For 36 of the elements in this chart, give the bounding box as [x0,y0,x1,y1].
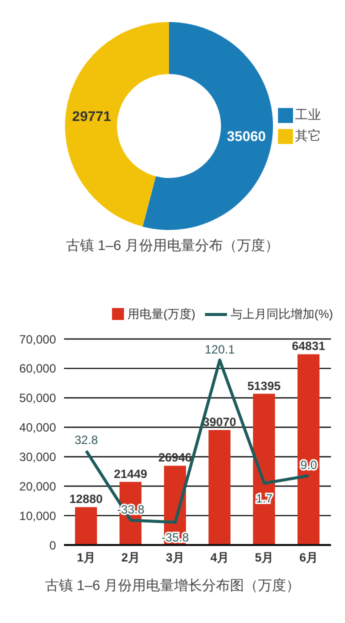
data-label: 12880 [69,492,104,506]
data-label: 35060 [226,128,266,144]
x-tick-label: 3月 [166,550,185,565]
x-tick-label: 6月 [299,550,318,565]
data-label: 32.8 [74,433,98,448]
data-label: 29771 [72,108,112,124]
donut-slice [65,22,169,227]
legend-label: 工业 [295,106,321,124]
bar [208,430,230,545]
y-tick-label: 30,000 [19,450,56,464]
y-tick-label: 60,000 [19,362,56,376]
x-tick-label: 5月 [254,550,274,565]
y-tick-label: 0 [49,538,56,552]
text: 古镇 1–6 月份用电量分布（万度） [64,237,280,255]
y-tick-label: 40,000 [19,420,56,435]
legend-label: 其它 [295,127,321,145]
legend-label: 与上月同比增加(%) [229,306,333,322]
data-label: 21449 [114,466,148,481]
data-label: 120.1 [204,342,236,356]
data-label: 9.0 [300,458,318,472]
text: 古镇 1–6 月份用电量增长分布图（万度） [44,577,302,595]
bar [298,354,320,545]
x-tick-label: 4月 [210,550,230,565]
data-label: 51395 [247,378,282,393]
bar [253,394,275,545]
legend-label: 用电量(万度) [126,306,196,322]
data-label: 1.7 [256,491,273,506]
data-label: 64831 [292,339,326,354]
y-tick-label: 50,000 [19,391,56,406]
x-tick-label: 1月 [76,550,96,565]
y-tick-label: 70,000 [19,332,56,346]
bar [75,507,97,545]
y-tick-label: 20,000 [19,479,56,494]
y-tick-label: 10,000 [19,508,56,523]
donut-slice [142,22,273,230]
x-tick-label: 2月 [121,550,140,565]
